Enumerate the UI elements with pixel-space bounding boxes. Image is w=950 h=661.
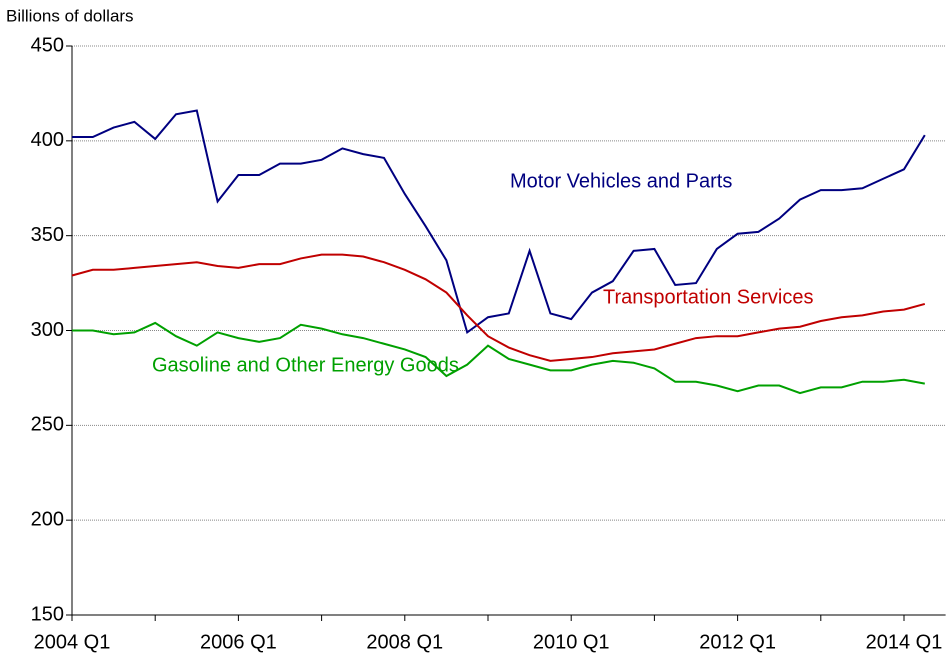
series-label: Motor Vehicles and Parts <box>510 170 732 192</box>
y-tick-label: 450 <box>31 34 64 56</box>
y-tick-label: 350 <box>31 224 64 246</box>
line-series <box>71 253 926 362</box>
y-tick-label: 200 <box>31 508 64 530</box>
y-tick-label: 250 <box>31 414 64 436</box>
y-tick-label: 150 <box>31 603 64 625</box>
y-tick-label: 300 <box>31 319 64 341</box>
x-tick-label: 2012 Q1 <box>699 631 776 653</box>
x-tick-label: 2004 Q1 <box>34 631 111 653</box>
line-series <box>72 321 925 395</box>
series-label: Transportation Services <box>603 286 813 308</box>
x-tick-label: 2010 Q1 <box>533 631 610 653</box>
series-label: Gasoline and Other Energy Goods <box>152 354 459 376</box>
x-tick-label: 2014 Q1 <box>866 631 943 653</box>
y-axis-label: Billions of dollars <box>6 6 134 25</box>
x-tick-label: 2006 Q1 <box>200 631 277 653</box>
y-tick-label: 400 <box>31 129 64 151</box>
x-tick-label: 2008 Q1 <box>366 631 443 653</box>
line-series <box>72 109 926 335</box>
